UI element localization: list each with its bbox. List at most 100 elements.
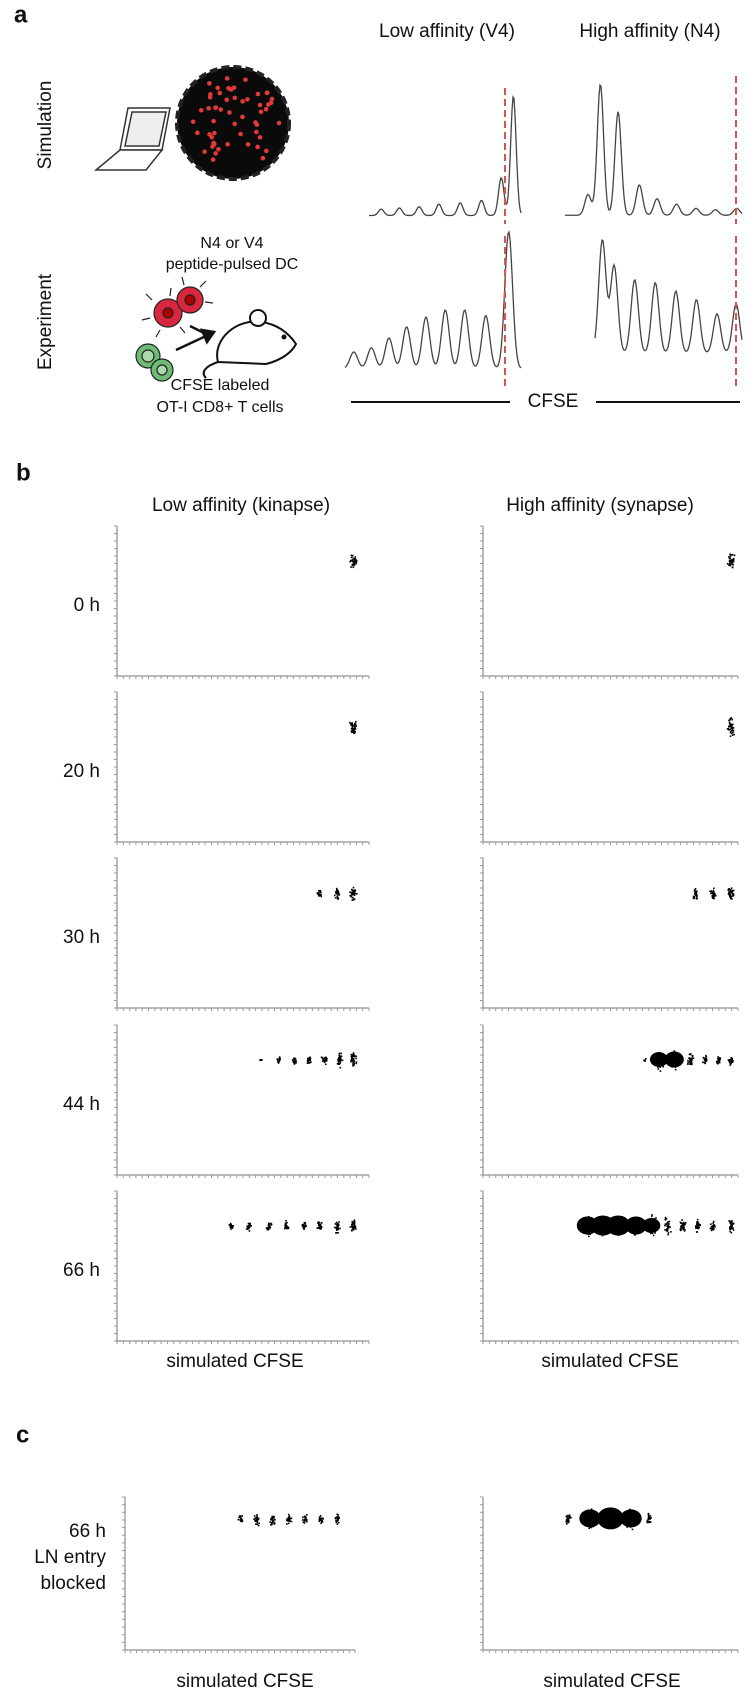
cell-dot bbox=[349, 891, 351, 894]
cell-dot bbox=[270, 1524, 272, 1526]
cell-dot bbox=[600, 1225, 603, 1227]
cell-dot bbox=[354, 722, 356, 725]
cell-dot bbox=[726, 562, 729, 565]
cell-dot bbox=[351, 1224, 353, 1227]
cell-dot bbox=[353, 1219, 356, 1222]
cell-dot bbox=[352, 1052, 355, 1054]
cell-dot bbox=[599, 1226, 602, 1229]
cell-dot bbox=[567, 1518, 569, 1520]
cell-dot bbox=[671, 1063, 673, 1066]
scatter-plot bbox=[480, 691, 739, 845]
cell-dot bbox=[683, 1230, 686, 1232]
cell-dot bbox=[567, 1519, 570, 1522]
cell-dot bbox=[599, 1221, 602, 1224]
cell-dot bbox=[602, 1225, 604, 1228]
cell-dot bbox=[689, 1057, 692, 1060]
cell-dot bbox=[338, 1221, 340, 1223]
cell-dot bbox=[318, 1224, 321, 1227]
cell-dot bbox=[585, 1223, 588, 1225]
cell-dot bbox=[336, 890, 339, 892]
cell-dot bbox=[255, 1523, 257, 1525]
cell-dot bbox=[207, 94, 213, 100]
cell-dot bbox=[335, 1519, 338, 1522]
cell-dot bbox=[228, 87, 234, 92]
cell-dot bbox=[668, 1226, 670, 1228]
cell-dot bbox=[712, 887, 715, 890]
cell-dot bbox=[657, 1052, 660, 1055]
cell-dot bbox=[278, 1059, 281, 1062]
cell-dot bbox=[321, 1517, 324, 1520]
cell-dot bbox=[339, 1055, 342, 1057]
cell-dot bbox=[333, 1226, 336, 1229]
cell-dot bbox=[731, 566, 734, 569]
cell-dot bbox=[729, 718, 731, 721]
cell-dot bbox=[712, 892, 714, 895]
cell-dot bbox=[603, 1228, 606, 1230]
cell-dot bbox=[661, 1059, 663, 1062]
cell-dot bbox=[336, 1520, 339, 1522]
cell-dot bbox=[257, 135, 263, 140]
cell-dot bbox=[731, 889, 734, 892]
cell-dot bbox=[277, 1061, 279, 1063]
cell-dot bbox=[318, 894, 321, 897]
cell-dot bbox=[682, 1222, 684, 1225]
cell-dot bbox=[651, 1230, 654, 1233]
cell-dot bbox=[690, 1060, 693, 1063]
row-label: LN entry bbox=[34, 1547, 106, 1568]
cell-dot bbox=[697, 1221, 700, 1224]
cell-dot bbox=[231, 1227, 234, 1229]
cell-dot bbox=[302, 1521, 305, 1524]
cell-dot bbox=[591, 1515, 594, 1517]
cell-dot bbox=[309, 1056, 311, 1059]
cell-dot bbox=[588, 1221, 590, 1223]
cell-dot bbox=[632, 1519, 634, 1522]
cell-dot bbox=[672, 1062, 674, 1064]
cell-dot bbox=[352, 566, 355, 569]
cell-dot bbox=[303, 1222, 306, 1225]
cell-dot bbox=[215, 85, 220, 91]
cell-dot bbox=[340, 1052, 342, 1055]
cell-dot bbox=[660, 1055, 662, 1057]
cell-dot bbox=[256, 1521, 259, 1524]
cell-dot bbox=[303, 1522, 306, 1524]
cell-dot bbox=[338, 1055, 341, 1058]
cell-dot bbox=[711, 895, 714, 897]
cell-dot bbox=[232, 1225, 234, 1227]
cell-dot bbox=[351, 725, 354, 728]
cell-dot bbox=[286, 1226, 288, 1228]
cell-dot bbox=[650, 1224, 652, 1227]
cell-dot bbox=[254, 1517, 257, 1519]
cell-dot bbox=[617, 1223, 619, 1226]
cell-dot bbox=[355, 725, 357, 727]
cell-dot bbox=[695, 894, 698, 896]
cell-dot bbox=[301, 1225, 304, 1227]
cell-dot bbox=[267, 1224, 270, 1227]
cell-dot bbox=[659, 1057, 662, 1059]
cell-dot bbox=[336, 1062, 339, 1065]
cell-dot bbox=[728, 726, 730, 728]
cell-dot bbox=[613, 1518, 615, 1521]
cell-dot bbox=[731, 553, 734, 556]
cell-dot bbox=[619, 1218, 622, 1221]
cell-dot bbox=[731, 724, 733, 727]
cell-dot bbox=[306, 1057, 309, 1060]
cell-dot bbox=[600, 1222, 603, 1224]
cell-dot bbox=[616, 1231, 619, 1233]
cell-dot bbox=[731, 734, 734, 736]
cell-dot bbox=[616, 1216, 619, 1218]
histogram bbox=[565, 83, 743, 216]
cell-dot bbox=[699, 1224, 701, 1227]
cell-dot bbox=[729, 1226, 732, 1228]
cell-dot bbox=[350, 556, 353, 559]
cell-dot bbox=[603, 1217, 605, 1220]
cell-dot bbox=[353, 891, 355, 893]
cell-dot bbox=[285, 1225, 288, 1227]
cell-dot bbox=[349, 1226, 352, 1228]
cell-dot bbox=[730, 1226, 733, 1228]
cell-dot bbox=[629, 1515, 632, 1518]
cell-dot bbox=[712, 1220, 715, 1223]
cell-dot bbox=[731, 898, 733, 900]
cell-dot bbox=[711, 1227, 713, 1230]
cell-dot bbox=[351, 893, 354, 896]
cell-dot bbox=[671, 1066, 673, 1068]
